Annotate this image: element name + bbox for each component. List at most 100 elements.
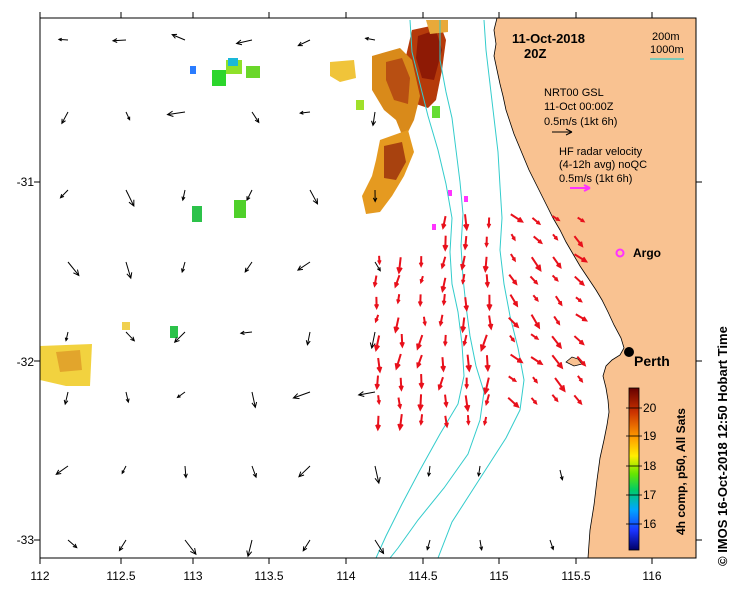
model-arrow bbox=[246, 539, 253, 558]
imos-credit: © IMOS 16-Oct-2018 12:50 Hobart Time bbox=[715, 326, 730, 566]
model-arrow bbox=[63, 391, 69, 406]
hf-radar-arrows bbox=[372, 213, 589, 432]
radar-arrow bbox=[440, 277, 447, 293]
land-western-australia bbox=[493, 18, 696, 558]
model-arrow bbox=[297, 39, 311, 47]
radar-arrow bbox=[529, 275, 539, 285]
radar-arrow bbox=[438, 314, 444, 327]
isobath-shelf bbox=[437, 19, 525, 558]
radar-arrow bbox=[530, 314, 541, 330]
model-arrow bbox=[67, 539, 78, 549]
radar-arrow bbox=[483, 377, 490, 396]
radar-arrow bbox=[442, 235, 449, 252]
radar-arrow bbox=[510, 253, 517, 263]
model-arrow bbox=[235, 39, 253, 46]
y-tick-label: -33 bbox=[17, 533, 35, 547]
radar-arrow bbox=[417, 294, 423, 307]
model-arrow bbox=[125, 189, 135, 208]
model-arrow bbox=[559, 469, 564, 481]
model-arrow bbox=[479, 539, 484, 551]
radar-arrow bbox=[552, 233, 559, 241]
model-arrow bbox=[59, 189, 69, 199]
x-tick-label: 116 bbox=[642, 569, 661, 583]
model-arrow bbox=[372, 189, 378, 203]
radar-legend-title: HF radar velocity bbox=[559, 146, 643, 158]
radar-arrow bbox=[464, 395, 471, 413]
radar-arrow bbox=[396, 257, 403, 275]
radar-arrow bbox=[441, 293, 447, 307]
radar-arrow bbox=[577, 216, 586, 223]
colorbar-tick-label: 20 bbox=[643, 401, 657, 415]
model-arrow bbox=[292, 391, 311, 400]
model-arrow bbox=[181, 189, 186, 202]
radar-arrow bbox=[508, 375, 518, 383]
radar-arrow bbox=[418, 414, 424, 426]
radar-arrow bbox=[577, 375, 584, 383]
model-arrow bbox=[244, 261, 253, 273]
radar-arrow bbox=[573, 235, 584, 248]
radar-arrow bbox=[509, 294, 519, 308]
colorbar-ticks bbox=[626, 407, 642, 525]
rottnest-island bbox=[565, 356, 583, 367]
map-date: 11-Oct-2018 bbox=[512, 31, 585, 46]
radar-arrow bbox=[487, 315, 494, 331]
radar-arrow bbox=[573, 253, 589, 263]
radar-arrow bbox=[393, 317, 400, 334]
radar-arrow bbox=[464, 377, 470, 390]
model-arrow bbox=[364, 36, 376, 41]
radar-arrow bbox=[463, 297, 470, 312]
radar-arrow bbox=[376, 357, 383, 374]
isobath-1000m bbox=[375, 19, 465, 558]
radar-arrow bbox=[574, 275, 585, 287]
model-arrow bbox=[125, 331, 136, 342]
radar-arrow bbox=[399, 333, 405, 349]
radar-arrow bbox=[508, 273, 518, 286]
radar-arrow bbox=[510, 213, 524, 223]
radar-legend: HF radar velocity (4-12h avg) noQC 0.5m/… bbox=[559, 146, 647, 192]
model-arrow bbox=[111, 38, 127, 43]
x-tick-label: 114 bbox=[336, 569, 355, 583]
radar-arrow bbox=[418, 374, 425, 390]
model-arrow bbox=[251, 465, 257, 479]
radar-arrow bbox=[374, 296, 380, 310]
radar-arrow bbox=[443, 394, 449, 408]
radar-arrow bbox=[372, 275, 378, 288]
isobath-1000m-label: 1000m bbox=[650, 44, 684, 56]
model-arrow bbox=[298, 465, 311, 478]
radar-arrow bbox=[484, 355, 491, 373]
radar-arrow bbox=[374, 314, 380, 324]
radar-arrow bbox=[530, 256, 542, 272]
colorbar-tick-label: 16 bbox=[643, 517, 657, 531]
radar-arrow bbox=[373, 335, 381, 353]
radar-arrow bbox=[416, 334, 424, 351]
y-tick-label: -32 bbox=[17, 355, 35, 369]
radar-arrow bbox=[532, 294, 539, 302]
radar-arrow bbox=[551, 335, 563, 350]
radar-arrow bbox=[573, 394, 583, 406]
model-arrow bbox=[121, 465, 127, 475]
radar-arrow bbox=[465, 354, 472, 373]
radar-arrow bbox=[398, 377, 404, 392]
radar-arrow bbox=[573, 335, 585, 346]
model-arrow bbox=[183, 465, 188, 479]
radar-arrow bbox=[507, 396, 520, 409]
model-arrow bbox=[251, 391, 258, 409]
model-arrow bbox=[299, 110, 311, 115]
model-arrow bbox=[374, 261, 381, 272]
radar-arrow bbox=[397, 397, 403, 410]
radar-arrow bbox=[462, 235, 469, 251]
radar-arrow bbox=[460, 255, 466, 271]
radar-arrow bbox=[533, 235, 543, 245]
radar-arrow bbox=[510, 353, 524, 364]
x-axis-labels: 112 112.5 113 113.5 114 114.5 115 115.5 … bbox=[30, 569, 661, 583]
radar-arrow bbox=[532, 376, 539, 384]
colorbar-title: 4h comp, p50, All Sats bbox=[674, 408, 688, 535]
radar-arrow bbox=[418, 256, 424, 268]
radar-arrow bbox=[461, 273, 466, 285]
radar-arrow bbox=[484, 274, 490, 289]
radar-arrow bbox=[462, 334, 468, 347]
model-arrow bbox=[166, 110, 186, 117]
model-arrow bbox=[305, 331, 311, 346]
colorbar-gradient bbox=[628, 387, 640, 551]
